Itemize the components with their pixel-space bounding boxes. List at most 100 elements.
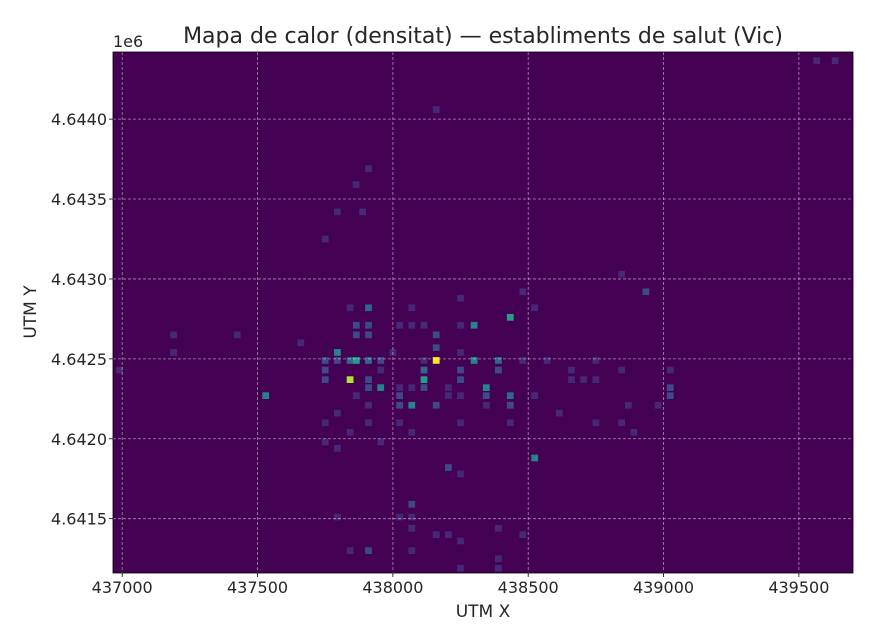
heatmap-cell bbox=[396, 419, 403, 427]
heatmap-cell bbox=[365, 384, 372, 391]
heatmap-cell bbox=[457, 419, 464, 427]
heatmap-cell bbox=[334, 409, 341, 417]
heatmap-cell bbox=[519, 531, 527, 538]
heatmap-cell bbox=[642, 288, 650, 296]
y-axis-offset-label: 1e6 bbox=[113, 32, 143, 51]
heatmap-cell bbox=[233, 331, 241, 339]
y-tick-label: 4.6435 bbox=[51, 190, 107, 209]
heatmap-cell bbox=[346, 429, 354, 436]
heatmap-cell bbox=[555, 409, 563, 417]
heatmap-cell bbox=[334, 357, 341, 364]
heatmap-cell bbox=[445, 531, 452, 538]
heatmap-cell bbox=[482, 392, 490, 399]
heatmap-cell bbox=[432, 344, 440, 351]
heatmap-cell bbox=[408, 304, 416, 312]
heatmap-cell bbox=[321, 376, 329, 383]
x-axis-label: UTM X bbox=[456, 602, 511, 622]
heatmap-cell bbox=[116, 366, 123, 374]
heatmap-cell bbox=[432, 357, 440, 364]
heatmap-cell bbox=[346, 357, 354, 364]
heatmap-cell bbox=[543, 357, 551, 364]
heatmap-cell bbox=[408, 384, 416, 391]
heatmap-cell bbox=[377, 366, 385, 374]
heatmap-cell bbox=[420, 321, 428, 329]
heatmap-cell bbox=[457, 376, 464, 383]
heatmap-cell bbox=[831, 57, 839, 64]
heatmap-cell bbox=[618, 366, 625, 374]
heatmap-cell bbox=[396, 321, 403, 329]
plot-area bbox=[112, 51, 854, 574]
heatmap-cell bbox=[262, 392, 270, 399]
heatmap-cell bbox=[519, 357, 527, 364]
heatmap-cell bbox=[396, 384, 403, 391]
heatmap-cell bbox=[457, 392, 464, 399]
heatmap-cell bbox=[365, 376, 372, 383]
heatmap-cell bbox=[377, 438, 385, 446]
x-tick-label: 437000 bbox=[92, 578, 153, 597]
heatmap-cell bbox=[531, 304, 539, 312]
heatmap-cell bbox=[666, 392, 674, 399]
heatmap-cell bbox=[506, 419, 514, 427]
heatmap-cell bbox=[457, 321, 464, 329]
heatmap-cell bbox=[346, 547, 354, 554]
heatmap-cell bbox=[365, 547, 372, 554]
heatmap-cell bbox=[445, 392, 452, 399]
heatmap-cell bbox=[352, 392, 360, 399]
x-tick-label: 437500 bbox=[227, 578, 288, 597]
x-tick-label: 438000 bbox=[362, 578, 423, 597]
heatmap-cell bbox=[592, 357, 600, 364]
heatmap-cell bbox=[365, 401, 372, 409]
heatmap-cell bbox=[506, 392, 514, 399]
heatmap-cell bbox=[170, 349, 177, 356]
chart-title: Mapa de calor (densitat) — establiments … bbox=[183, 24, 783, 49]
heatmap-cell bbox=[377, 357, 385, 364]
heatmap-cell bbox=[580, 376, 588, 383]
heatmap-cell bbox=[396, 401, 403, 409]
plot-frame bbox=[112, 51, 854, 574]
heatmap-cell bbox=[531, 392, 539, 399]
heatmap-cell bbox=[408, 321, 416, 329]
y-tick-label: 4.6430 bbox=[51, 270, 107, 289]
heatmap-cell bbox=[321, 235, 329, 243]
heatmap-cell bbox=[495, 366, 502, 374]
gridlines bbox=[113, 52, 853, 573]
heatmap-cell bbox=[506, 314, 514, 321]
heatmap-cell bbox=[352, 321, 360, 329]
heatmap-cell bbox=[334, 513, 341, 521]
heatmap-cell bbox=[618, 270, 625, 278]
y-tick-label: 4.6415 bbox=[51, 510, 107, 529]
y-tick-label: 4.6425 bbox=[51, 350, 107, 369]
heatmap-background bbox=[113, 52, 853, 573]
heatmap-cell bbox=[321, 357, 329, 364]
heatmap-cell bbox=[457, 349, 464, 356]
heatmap-cell bbox=[346, 304, 354, 312]
heatmap-cell bbox=[625, 401, 632, 409]
heatmap-cell bbox=[365, 304, 372, 312]
heatmap-cell bbox=[457, 294, 464, 302]
heatmap-cell bbox=[420, 366, 428, 374]
y-axis: 4.6415 4.6420 4.6425 4.6430 4.6435 4.6440 bbox=[51, 110, 113, 529]
heatmap-cell bbox=[334, 349, 341, 356]
heatmap-cell bbox=[352, 331, 360, 339]
heatmap-cell bbox=[408, 524, 416, 532]
y-axis-label: UTM Y bbox=[21, 285, 41, 339]
heatmap-cell bbox=[813, 57, 821, 64]
heatmap-cell bbox=[420, 376, 428, 383]
heatmap-cell bbox=[365, 331, 372, 339]
heatmap-cell bbox=[630, 429, 638, 436]
heatmap-cell bbox=[568, 376, 575, 383]
heatmap-cell bbox=[352, 357, 360, 364]
heatmap-cell bbox=[495, 524, 502, 532]
heatmap-cell bbox=[396, 392, 403, 399]
x-tick-label: 439000 bbox=[633, 578, 694, 597]
heatmap-cell bbox=[365, 357, 372, 364]
heatmap-cell bbox=[432, 106, 440, 113]
heatmap-cell bbox=[666, 366, 674, 374]
heatmap-cell bbox=[568, 366, 575, 374]
x-axis: 437000 437500 438000 438500 439000 439500 bbox=[92, 573, 829, 597]
heatmap-cell bbox=[495, 555, 502, 562]
heatmap-cell bbox=[321, 438, 329, 446]
heatmap-cell bbox=[420, 357, 428, 364]
heatmap-cell bbox=[408, 429, 416, 436]
